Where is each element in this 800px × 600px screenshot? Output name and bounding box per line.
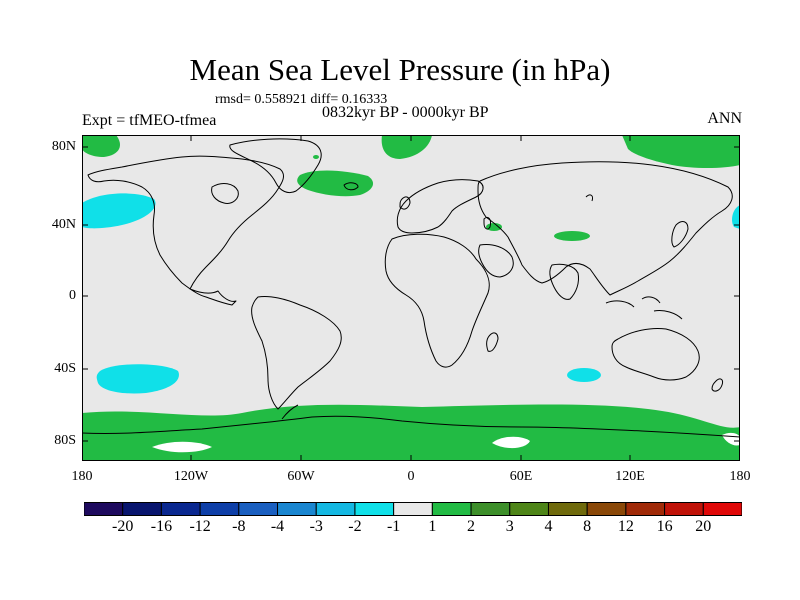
lat-label-0: 0 — [69, 288, 76, 303]
lon-label-0: 0 — [407, 469, 415, 484]
colorbar-box — [160, 502, 201, 516]
strong-positive-regions — [152, 432, 740, 453]
cyan-region-south-indian — [567, 368, 601, 382]
europe-coast — [396, 179, 484, 234]
lon-label-120E: 120E — [615, 469, 645, 484]
colorbar-box — [277, 502, 317, 516]
colorbar-label: 1 — [428, 518, 437, 535]
green-region-arctic-east — [622, 135, 740, 168]
cyan-region-north-pacific-east — [732, 205, 740, 229]
colorbar-label: 8 — [583, 518, 592, 535]
colorbar-label: 2 — [467, 518, 476, 535]
japan-coast — [671, 221, 689, 248]
colorbar-box — [315, 502, 356, 516]
colorbar-label: -20 — [112, 518, 134, 535]
lon-label-180: 180 — [71, 469, 93, 484]
green-region-caspian — [486, 223, 502, 231]
caspian-sea — [483, 216, 491, 230]
antarctica-coast — [82, 415, 740, 438]
cyan-region-south-pacific — [96, 364, 179, 394]
lon-label-120W: 120W — [173, 469, 209, 484]
greenland-coast — [229, 138, 322, 194]
colorbar-box — [547, 502, 588, 516]
colorbar-box — [470, 502, 511, 516]
colorbar — [84, 502, 742, 516]
hudson-bay — [211, 183, 239, 204]
south-america-coast — [251, 296, 342, 410]
lon-label-60E: 60E — [509, 469, 533, 484]
green-region-antarctic — [82, 404, 740, 461]
negative-anomaly-regions — [82, 193, 740, 394]
north-america-coast — [87, 155, 284, 306]
colorbar-box — [586, 502, 627, 516]
colorbar-box — [664, 502, 704, 516]
antarctic-peninsula — [281, 404, 299, 420]
period-label: 0832kyr BP - 0000kyr BP — [322, 104, 489, 121]
green-region-arctic-spot — [313, 155, 319, 159]
lat-label-80S: 80S — [54, 433, 76, 448]
colorbar-box — [238, 502, 279, 516]
asia-coast — [477, 161, 733, 296]
maritime-continent — [605, 296, 683, 320]
lat-label-40N: 40N — [51, 217, 76, 232]
lake-baikal — [585, 194, 593, 202]
world-map — [82, 135, 740, 461]
white-region-antarctica-2 — [492, 436, 530, 449]
colorbar-label: -1 — [386, 518, 401, 535]
colorbar-label: -12 — [189, 518, 211, 535]
colorbar-box — [625, 502, 666, 516]
india-coast — [549, 263, 579, 300]
white-region-antarctica-1 — [152, 441, 212, 453]
experiment-label: Expt = tfMEO-tfmea — [82, 112, 217, 129]
green-region-central-asia — [554, 231, 590, 241]
colorbar-label: 3 — [505, 518, 514, 535]
colorbar-label: -4 — [270, 518, 285, 535]
colorbar-box — [199, 502, 240, 516]
lat-label-80N: 80N — [51, 139, 76, 154]
colorbar-box — [354, 502, 395, 516]
colorbar-label: 4 — [544, 518, 553, 535]
colorbar-label: -16 — [150, 518, 173, 535]
coastlines — [82, 138, 740, 438]
green-region-arctic-atlantic — [381, 135, 432, 159]
season-label: ANN — [707, 110, 742, 127]
colorbar-box — [509, 502, 549, 516]
iceland-coast — [343, 182, 359, 191]
colorbar-box — [122, 502, 162, 516]
africa-coast — [384, 233, 490, 368]
lat-label-40S: 40S — [54, 361, 76, 376]
cyan-region-north-pacific — [82, 193, 156, 229]
australia-coast — [611, 328, 700, 381]
colorbar-box — [393, 502, 433, 516]
map-title: Mean Sea Level Pressure (in hPa) — [189, 52, 611, 87]
colorbar-label: 16 — [656, 518, 673, 535]
colorbar-label: 20 — [695, 518, 712, 535]
positive-anomaly-regions — [82, 135, 740, 461]
green-region-arctic-west — [82, 135, 120, 157]
colorbar-label: -3 — [309, 518, 323, 535]
arabia-coast — [478, 244, 514, 278]
uk-coast — [399, 196, 411, 210]
colorbar-box — [431, 502, 472, 516]
colorbar-label: -2 — [348, 518, 362, 535]
stats-text: rmsd= 0.558921 diff= 0.16333 — [215, 92, 388, 107]
lon-label-60W: 60W — [287, 469, 315, 484]
colorbar-label: 12 — [617, 518, 634, 535]
colorbar-box — [702, 502, 742, 516]
colorbar-box — [84, 502, 124, 516]
colorbar-label: -8 — [232, 518, 246, 535]
lon-label-180: 180 — [729, 469, 751, 484]
new-zealand-coast — [711, 378, 723, 392]
madagascar-coast — [486, 332, 499, 352]
